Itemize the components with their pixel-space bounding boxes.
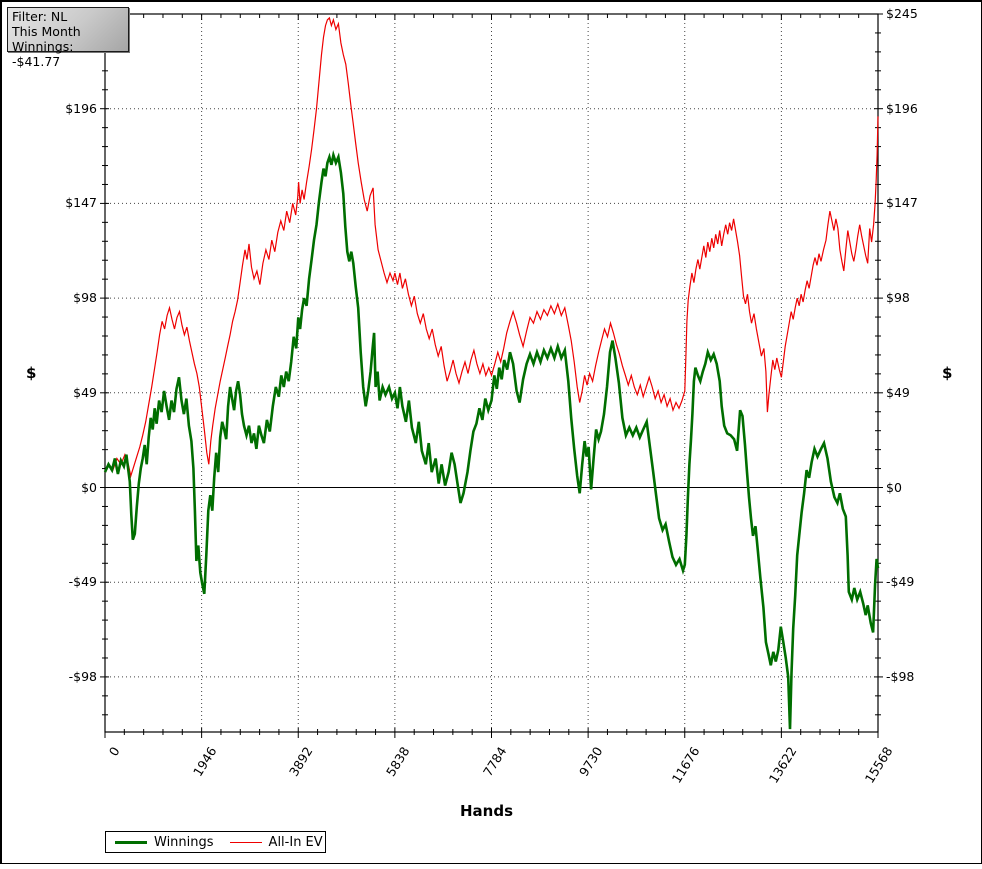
winnings-line-swatch: [115, 840, 147, 844]
y-tick-label: $49: [886, 384, 910, 400]
y-tick-label: $147: [65, 195, 97, 211]
y-tick-label: $98: [886, 290, 910, 306]
plot-frame: [104, 13, 879, 733]
y-tick-label: $98: [73, 290, 97, 306]
tooltip-period-line: This Month: [12, 24, 81, 39]
y-axis-title-right: $: [942, 364, 953, 382]
all-in-ev-line: [104, 16, 879, 479]
y-tick-label: $49: [73, 384, 97, 400]
winnings-line: [103, 150, 880, 730]
legend-box: Winnings All-In EV: [105, 831, 326, 853]
y-tick-label: $147: [886, 195, 918, 211]
y-tick-label: $196: [886, 100, 918, 116]
legend-label-allin-ev: All-In EV: [268, 834, 323, 850]
y-tick-label: $0: [81, 479, 97, 495]
y-tick-label: -$49: [886, 574, 915, 590]
y-axis-title-left: $: [26, 364, 37, 382]
y-tick-label: -$98: [68, 668, 97, 684]
y-tick-label: -$98: [886, 668, 915, 684]
hover-tooltip: Filter: NL This Month Winnings: -$41.77: [7, 7, 129, 69]
tooltip-winnings-line: Winnings: -$41.77: [12, 39, 74, 69]
allin-ev-line-swatch: [229, 841, 262, 843]
y-tick-label: -$49: [68, 574, 97, 590]
y-tick-label: $0: [886, 479, 902, 495]
x-axis-title: Hands: [460, 802, 514, 820]
y-tick-label: $245: [886, 6, 918, 21]
tooltip-filter-line: Filter: NL: [12, 9, 68, 24]
y-tick-label: $196: [65, 100, 97, 116]
legend-label-winnings: Winnings: [154, 834, 214, 850]
